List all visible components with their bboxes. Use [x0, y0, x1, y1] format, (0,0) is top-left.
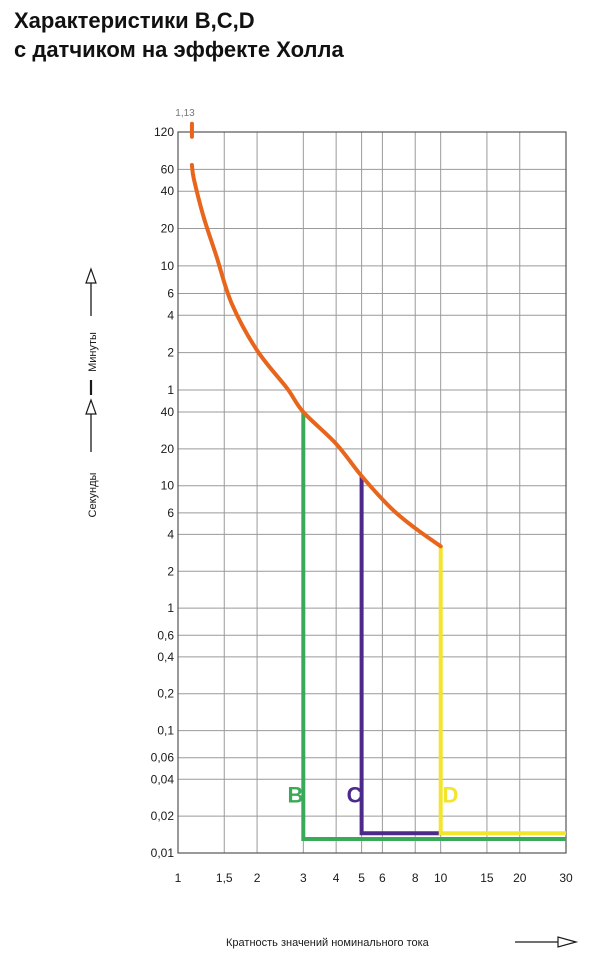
- x-tick-label: 15: [480, 871, 494, 885]
- chart-title-line-2: с датчиком на эффекте Холла: [14, 37, 344, 62]
- y-tick-label: 60: [161, 162, 175, 176]
- x-tick-label: 20: [513, 871, 527, 885]
- y-tick-label: 2: [167, 346, 174, 360]
- y-axis-seconds-arrow-icon: [85, 398, 97, 415]
- x-tick-label: 3: [300, 871, 307, 885]
- y-tick-label: 120: [154, 125, 174, 139]
- y-tick-label: 6: [167, 506, 174, 520]
- x-tick-label: 2: [254, 871, 261, 885]
- x-axis-label: Кратность значений номинального тока: [226, 937, 430, 949]
- grid: [177, 131, 567, 854]
- curve-label-B: B: [288, 783, 304, 808]
- series-line-C: [359, 476, 441, 836]
- annotation-1-13: 1,13: [175, 108, 195, 119]
- x-axis-label-group: Кратность значений номинального тока: [226, 936, 579, 949]
- series-line-B: [301, 412, 566, 841]
- x-tick-labels: 1 1,5 2 3 4 5 6 8 10 15 20 30: [175, 871, 573, 885]
- chart-title-line-1: Характеристики B,C,D: [14, 8, 255, 33]
- y-tick-label: 0,1: [157, 724, 174, 738]
- y-tick-label: 0,02: [151, 809, 175, 823]
- chart-title: Характеристики B,C,D с датчиком на эффек…: [14, 6, 574, 64]
- y-tick-label: 20: [161, 442, 175, 456]
- y-axis-label-group: Секунды Минуты: [85, 267, 99, 517]
- y-tick-label: 1: [167, 383, 174, 397]
- thermal-curve: [189, 163, 443, 549]
- y-tick-label: 20: [161, 222, 175, 236]
- y-tick-label: 1: [167, 601, 174, 615]
- y-tick-labels: 120 60 40 20 10 6 4 2 1 40 20 10 6 4 2 1 0,6 0,4 0,2 0,1 0,0…: [151, 125, 175, 860]
- series-line-D: [438, 546, 566, 836]
- y-tick-label: 6: [167, 286, 174, 300]
- x-axis-arrow-icon: [557, 936, 579, 948]
- y-axis-label-minutes: Минуты: [87, 332, 99, 372]
- y-tick-label: 0,06: [151, 751, 175, 765]
- curve-label-C: C: [347, 783, 363, 808]
- plot-frame: [177, 131, 567, 854]
- y-tick-label: 4: [167, 308, 174, 322]
- series-group: [189, 121, 566, 841]
- y-tick-label: 0,04: [151, 772, 175, 786]
- y-tick-label: 0,2: [157, 687, 174, 701]
- x-tick-label: 1,5: [216, 871, 233, 885]
- y-axis-minutes-arrow-icon: [85, 267, 97, 284]
- curve-labels: B C D: [288, 783, 459, 808]
- y-tick-label: 10: [161, 259, 175, 273]
- y-tick-label: 40: [161, 405, 175, 419]
- y-tick-label: 10: [161, 479, 175, 493]
- x-tick-label: 10: [434, 871, 448, 885]
- x-tick-label: 1: [175, 871, 182, 885]
- y-tick-label: 0,4: [157, 650, 174, 664]
- x-tick-label: 30: [559, 871, 573, 885]
- y-tick-label: 2: [167, 564, 174, 578]
- y-tick-label: 0,6: [157, 628, 174, 642]
- y-tick-label: 0,01: [151, 846, 175, 860]
- y-tick-label: 4: [167, 527, 174, 541]
- y-tick-label: 40: [161, 184, 175, 198]
- x-tick-label: 6: [379, 871, 386, 885]
- y-axis-label-seconds: Секунды: [87, 472, 99, 517]
- x-tick-label: 4: [333, 871, 340, 885]
- x-tick-label: 8: [412, 871, 419, 885]
- curve-label-D: D: [443, 783, 459, 808]
- x-tick-label: 5: [358, 871, 365, 885]
